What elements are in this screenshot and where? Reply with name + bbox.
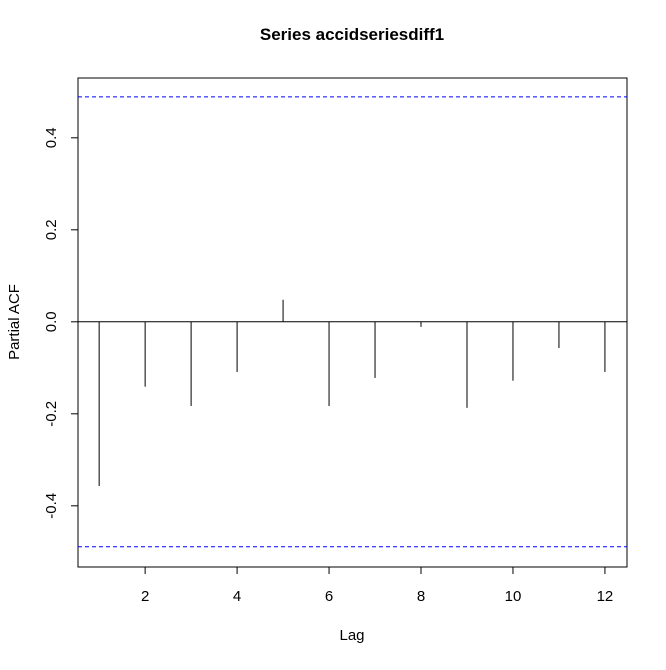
y-tick-label: -0.4 — [43, 493, 60, 519]
x-tick-label: 10 — [505, 588, 522, 605]
y-tick-label: 0.2 — [43, 219, 60, 240]
y-tick-label: 0.4 — [43, 127, 60, 148]
plot-frame — [77, 77, 628, 568]
y-axis-label: Partial ACF — [6, 284, 23, 360]
x-tick-label: 6 — [325, 588, 333, 605]
x-tick-label: 2 — [141, 588, 149, 605]
x-tick-label: 4 — [233, 588, 241, 605]
x-tick-label: 12 — [597, 588, 614, 605]
x-tick-label: 8 — [417, 588, 425, 605]
x-axis-label: Lag — [339, 627, 364, 644]
chart-title: Series accidseriesdiff1 — [260, 25, 444, 44]
y-tick-label: -0.2 — [43, 401, 60, 427]
y-tick-label: 0.0 — [43, 311, 60, 332]
